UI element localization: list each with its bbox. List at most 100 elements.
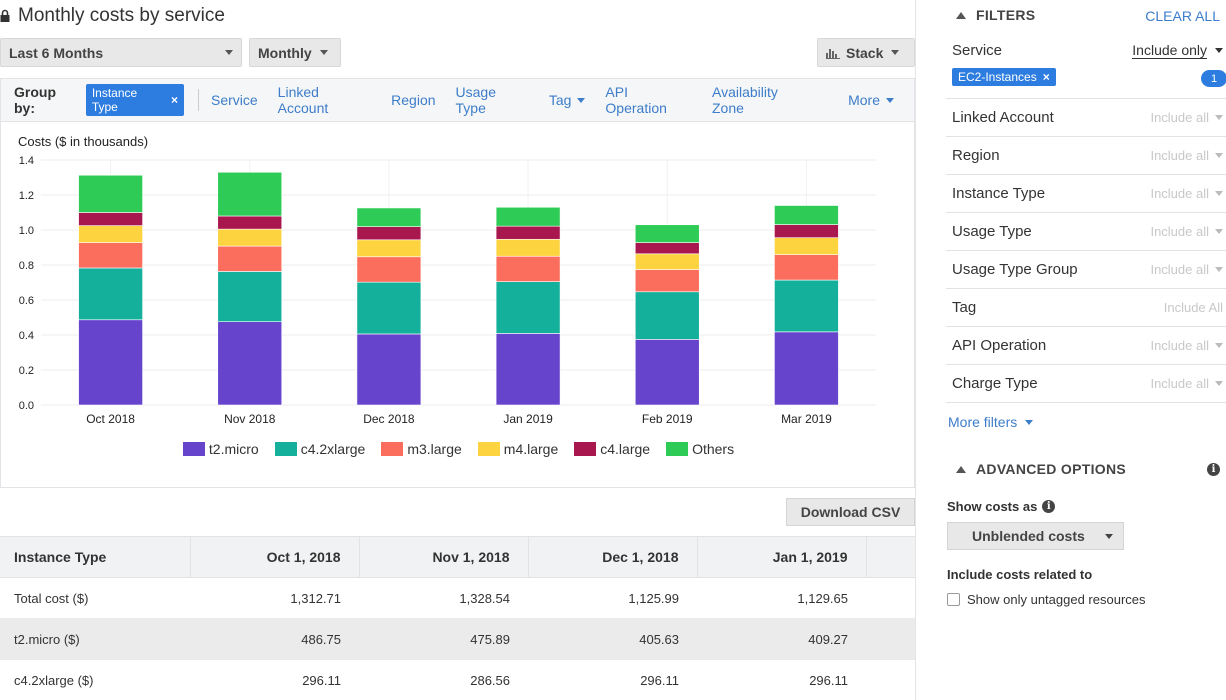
filter-mode-dropdown[interactable]: Include all [1150,224,1223,239]
bar-segment-m4-large[interactable] [217,228,283,247]
bar-segment-others[interactable] [774,205,839,225]
bar-segment-c4-2xlarge[interactable] [495,281,561,334]
group-by-linked-account[interactable]: Linked Account [277,84,329,116]
table-cell-blank [866,577,915,619]
bar-segment-others[interactable] [634,224,700,243]
bar-segment-c4-large[interactable] [78,212,143,226]
legend-item[interactable]: m4.large [477,441,558,457]
legend-item[interactable]: t2.micro [182,441,259,457]
legend-item[interactable]: c4.2xlarge [274,441,365,457]
service-filter-chip[interactable]: EC2-Instances × [952,68,1056,86]
bar-segment-others[interactable] [217,171,283,217]
info-icon[interactable]: i [1042,500,1056,513]
untagged-option[interactable]: Show only untagged resources [947,592,1146,607]
bar-segment-t2-micro[interactable] [634,339,700,406]
service-mode-dropdown[interactable]: Include only [1132,42,1223,59]
group-by-region[interactable]: Region [391,92,436,108]
bar-segment-t2-micro[interactable] [495,333,561,406]
bar-segment-m3-large[interactable] [774,254,839,281]
group-by-usage-type[interactable]: Usage Type [455,84,496,116]
bar-segment-m4-large[interactable] [774,237,839,255]
filter-mode-dropdown[interactable]: Include All [1164,300,1223,315]
bar-segment-c4-2xlarge[interactable] [217,271,283,323]
chevron-down-icon [1215,229,1223,234]
bar-segment-c4-large[interactable] [217,215,283,230]
chevron-down-icon [1215,381,1223,386]
bar-segment-t2-micro[interactable] [217,321,283,406]
filters-header[interactable]: FILTERS [956,7,1035,23]
y-tick-label: 1.4 [19,155,34,167]
column-header[interactable]: Nov 1, 2018 [359,536,529,578]
bar-segment-m3-large[interactable] [495,255,561,282]
group-by-tag[interactable]: Tag [549,92,586,108]
chevron-down-icon [319,50,328,55]
granularity-dropdown[interactable]: Monthly [249,38,341,67]
bar-segment-c4-large[interactable] [634,242,700,255]
group-by-availability-zone[interactable]: Availability Zone [711,84,778,116]
column-header[interactable]: Oct 1, 2018 [190,536,360,578]
chart-style-dropdown[interactable]: Stack [817,38,915,67]
bar-segment-c4-large[interactable] [356,226,422,241]
close-icon[interactable]: × [170,93,178,107]
cost-type-dropdown[interactable]: Unblended costs [947,522,1124,550]
bar-segment-m3-large[interactable] [217,245,283,272]
download-csv-button[interactable]: Download CSV [786,498,915,526]
group-by-more[interactable]: More [848,92,894,108]
chevron-down-icon [1215,115,1223,120]
filter-mode-dropdown[interactable]: Include all [1150,338,1223,353]
bar-segment-m3-large[interactable] [634,269,700,293]
date-range-dropdown[interactable]: Last 6 Months [0,38,242,67]
filter-service: Service Include only EC2-Instances × 1 [946,34,1226,99]
legend-item[interactable]: m3.large [381,441,462,457]
group-by-service[interactable]: Service [210,92,258,108]
bar-segment-c4-large[interactable] [774,224,839,238]
column-header[interactable]: Jan 1, 2019 [697,536,867,578]
filter-row: Usage Type Include all [946,213,1226,251]
clear-all-link[interactable]: CLEAR ALL [1145,8,1220,24]
bar-segment-m4-large[interactable] [634,253,700,270]
bar-segment-others[interactable] [356,207,422,227]
bar-segment-others[interactable] [495,206,561,227]
bar-segment-c4-2xlarge[interactable] [356,281,422,335]
advanced-options-header[interactable]: ADVANCED OPTIONS [956,461,1126,477]
filter-mode-dropdown[interactable]: Include all [1150,262,1223,277]
show-costs-label: Show costs as i [947,499,1056,514]
table-cell: 405.63 [528,618,697,660]
bar-segment-m4-large[interactable] [78,225,143,243]
filter-row: Tag Include All [946,289,1226,327]
bar-segment-c4-large[interactable] [495,225,561,240]
bar-segment-c4-2xlarge[interactable] [78,267,143,321]
column-header-blank [866,536,915,578]
bar-segment-t2-micro[interactable] [774,331,839,406]
legend-label: t2.micro [208,441,259,457]
more-filters-link[interactable]: More filters [948,414,1034,430]
untagged-checkbox[interactable] [947,593,960,606]
filter-mode-label: Include all [1150,224,1209,239]
filter-mode-dropdown[interactable]: Include all [1150,186,1223,201]
bar-segment-others[interactable] [78,174,143,213]
group-by-selected-chip[interactable]: Instance Type × [85,84,184,116]
bar-segment-m4-large[interactable] [356,239,422,258]
group-by-api-operation[interactable]: API Operation [605,84,667,116]
close-icon[interactable]: × [1042,70,1050,84]
legend-swatch [182,442,205,456]
bar-segment-m3-large[interactable] [356,256,422,283]
legend-item[interactable]: c4.large [574,441,650,457]
chevron-down-icon [891,50,900,55]
column-header[interactable]: Dec 1, 2018 [528,536,698,578]
bar-segment-c4-2xlarge[interactable] [774,279,839,333]
info-icon[interactable]: i [1207,463,1220,476]
bar-segment-m4-large[interactable] [495,238,561,257]
bar-segment-c4-2xlarge[interactable] [634,291,700,340]
divider [198,89,199,111]
filter-mode-dropdown[interactable]: Include all [1150,110,1223,125]
column-header[interactable]: Instance Type [0,536,191,578]
filter-mode-dropdown[interactable]: Include all [1150,376,1223,391]
bar-segment-m3-large[interactable] [78,242,143,269]
bar-segment-t2-micro[interactable] [356,333,422,406]
bar-segment-t2-micro[interactable] [78,319,143,406]
table-cell: 296.11 [190,659,359,700]
collapse-icon [956,11,966,19]
filter-mode-dropdown[interactable]: Include all [1150,148,1223,163]
legend-item[interactable]: Others [666,441,734,457]
